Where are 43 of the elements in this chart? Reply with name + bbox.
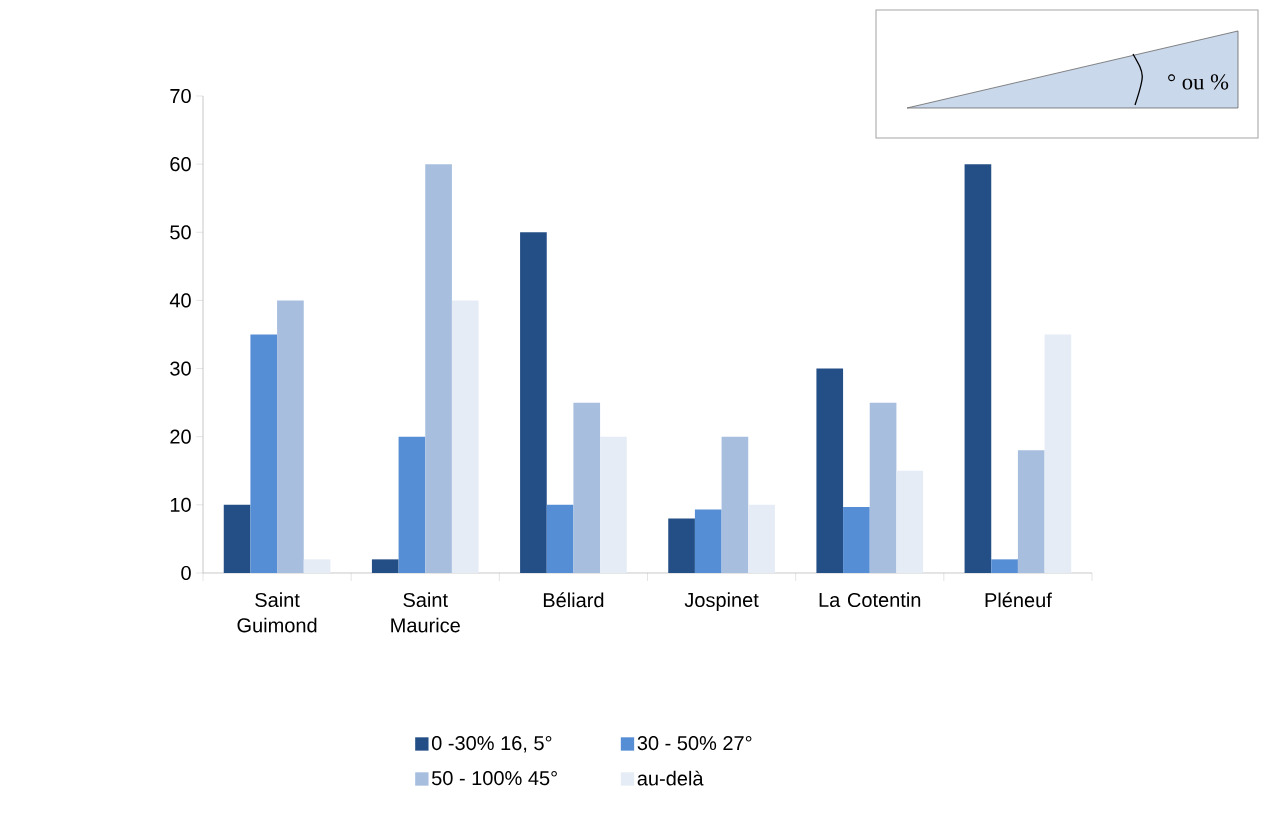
y-tick-label: 10 [170, 497, 191, 512]
y-tick-label: 20 [170, 429, 191, 444]
bar [451, 300, 479, 573]
bar [223, 504, 251, 573]
bar [1017, 450, 1045, 573]
y-tick-label: 60 [170, 157, 191, 172]
bar [1044, 334, 1072, 573]
x-tick-label: Pléneuf [985, 592, 1052, 608]
bar [869, 402, 897, 573]
bar [694, 509, 722, 573]
bar [964, 164, 992, 573]
bar [303, 559, 331, 573]
bar [843, 506, 870, 573]
bar [721, 436, 749, 573]
x-tick-label: Jospinet [684, 592, 759, 611]
bar [546, 504, 574, 573]
bar [991, 559, 1018, 573]
bar [896, 470, 924, 573]
text: ° ou % [1168, 74, 1229, 90]
bar [668, 518, 695, 573]
bar [425, 164, 452, 573]
bar [748, 504, 775, 573]
bar [816, 368, 844, 573]
bar [520, 232, 547, 573]
bar [371, 559, 399, 573]
y-tick-label: 70 [170, 88, 191, 104]
legend-label: 50 - 100% 45° [431, 771, 557, 786]
bar [250, 334, 278, 573]
y-tick-label: 0 [181, 565, 191, 581]
legend-label: au-delà [637, 770, 704, 786]
x-tick-label: La Cotentin [819, 592, 921, 608]
bar [600, 436, 627, 573]
y-tick-label: 50 [170, 225, 191, 240]
x-tick-label: Saint Maurice [391, 592, 460, 633]
y-tick-label: 40 [169, 293, 191, 308]
x-tick-label: Saint Guimond [237, 592, 317, 633]
legend-label: 0 -30% 16, 5° [431, 735, 552, 753]
bar [277, 300, 304, 573]
legend-label: 30 - 50% 27° [637, 735, 752, 751]
bar [573, 402, 601, 573]
bar [398, 436, 426, 573]
x-tick-label: Béliard [543, 592, 604, 608]
y-tick-label: 30 [170, 361, 191, 376]
